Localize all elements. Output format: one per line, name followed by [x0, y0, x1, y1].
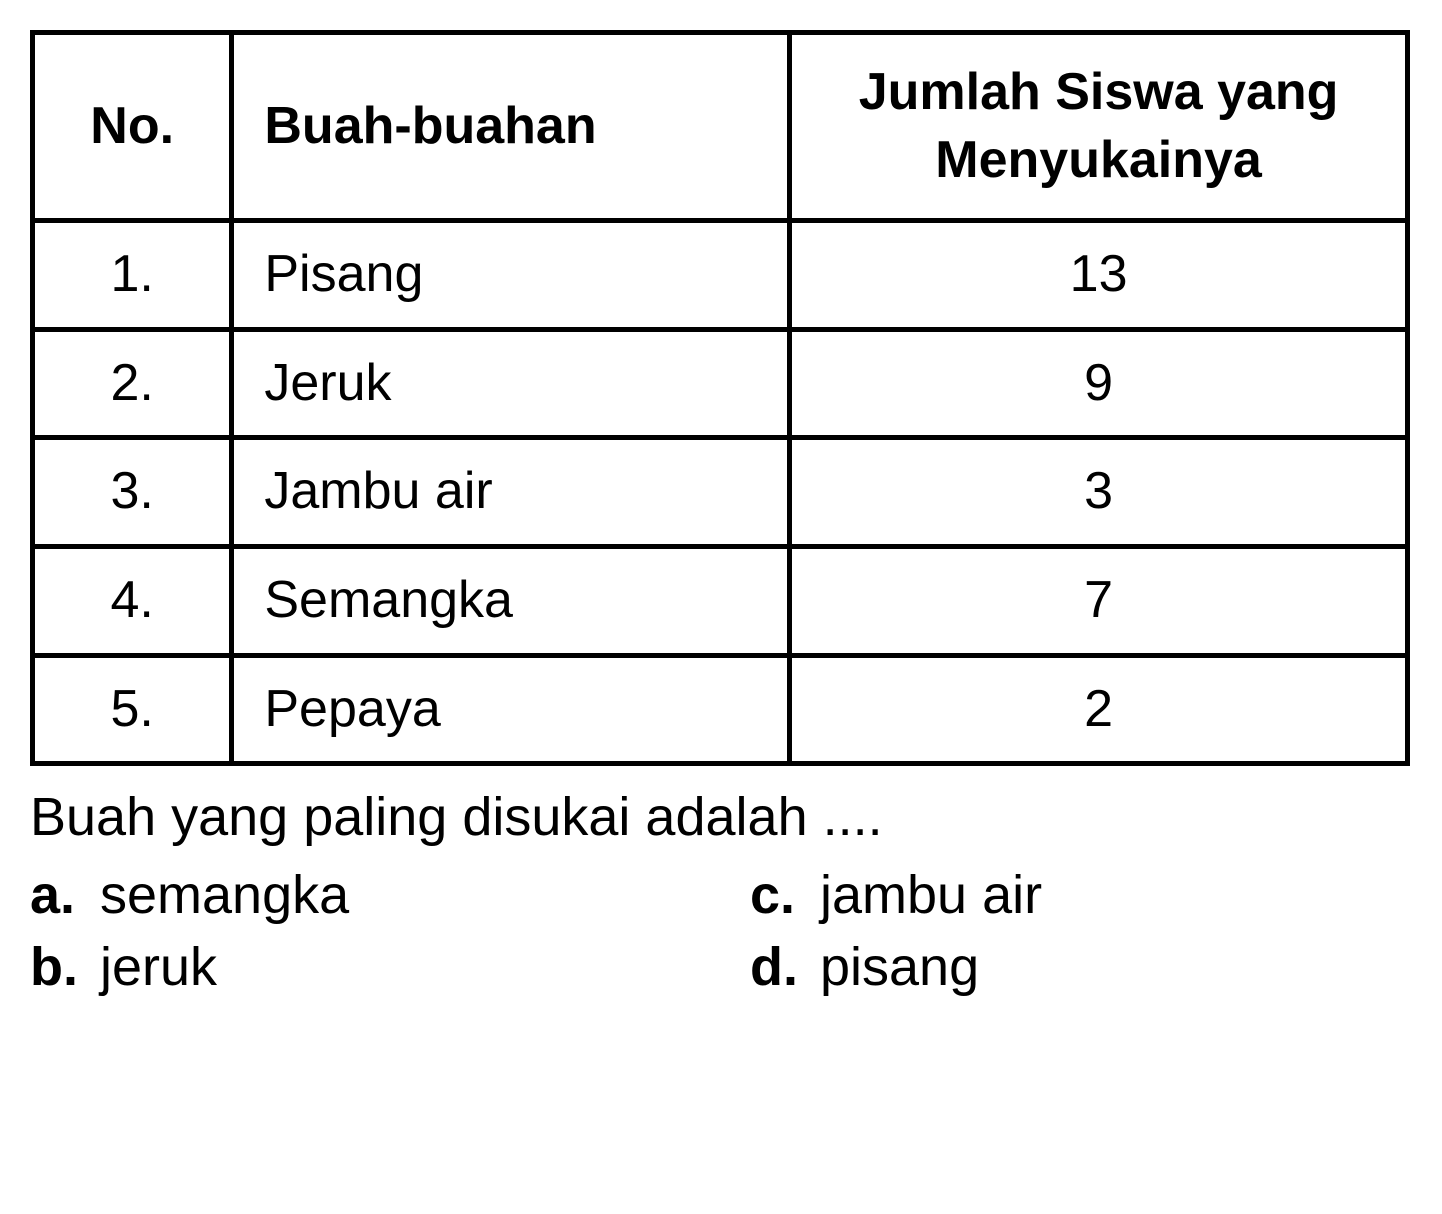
document-content: No. Buah-buahan Jumlah Siswa yang Menyuk… — [30, 30, 1410, 998]
table-row: 1. Pisang 13 — [33, 221, 1408, 330]
cell-count: 2 — [790, 655, 1408, 764]
table-row: 3. Jambu air 3 — [33, 438, 1408, 547]
cell-no: 4. — [33, 546, 232, 655]
option-c: c. jambu air — [750, 864, 1410, 926]
option-text: jambu air — [820, 864, 1042, 926]
table-header-row: No. Buah-buahan Jumlah Siswa yang Menyuk… — [33, 33, 1408, 221]
cell-no: 3. — [33, 438, 232, 547]
cell-no: 2. — [33, 329, 232, 438]
cell-count: 3 — [790, 438, 1408, 547]
option-letter: b. — [30, 936, 100, 998]
cell-fruit: Pisang — [232, 221, 790, 330]
cell-count: 13 — [790, 221, 1408, 330]
fruit-table: No. Buah-buahan Jumlah Siswa yang Menyuk… — [30, 30, 1410, 766]
cell-count: 7 — [790, 546, 1408, 655]
option-d: d. pisang — [750, 936, 1410, 998]
cell-fruit: Jeruk — [232, 329, 790, 438]
option-letter: a. — [30, 864, 100, 926]
option-letter: c. — [750, 864, 820, 926]
option-a: a. semangka — [30, 864, 690, 926]
header-count: Jumlah Siswa yang Menyukainya — [790, 33, 1408, 221]
table-row: 4. Semangka 7 — [33, 546, 1408, 655]
option-text: semangka — [100, 864, 349, 926]
header-fruit: Buah-buahan — [232, 33, 790, 221]
cell-fruit: Semangka — [232, 546, 790, 655]
cell-fruit: Pepaya — [232, 655, 790, 764]
cell-count: 9 — [790, 329, 1408, 438]
table-row: 2. Jeruk 9 — [33, 329, 1408, 438]
cell-no: 5. — [33, 655, 232, 764]
option-letter: d. — [750, 936, 820, 998]
option-text: jeruk — [100, 936, 217, 998]
cell-fruit: Jambu air — [232, 438, 790, 547]
question-text: Buah yang paling disukai adalah .... — [30, 786, 1410, 848]
options-grid: a. semangka c. jambu air b. jeruk d. pis… — [30, 864, 1410, 998]
cell-no: 1. — [33, 221, 232, 330]
option-text: pisang — [820, 936, 979, 998]
table-row: 5. Pepaya 2 — [33, 655, 1408, 764]
header-no: No. — [33, 33, 232, 221]
option-b: b. jeruk — [30, 936, 690, 998]
